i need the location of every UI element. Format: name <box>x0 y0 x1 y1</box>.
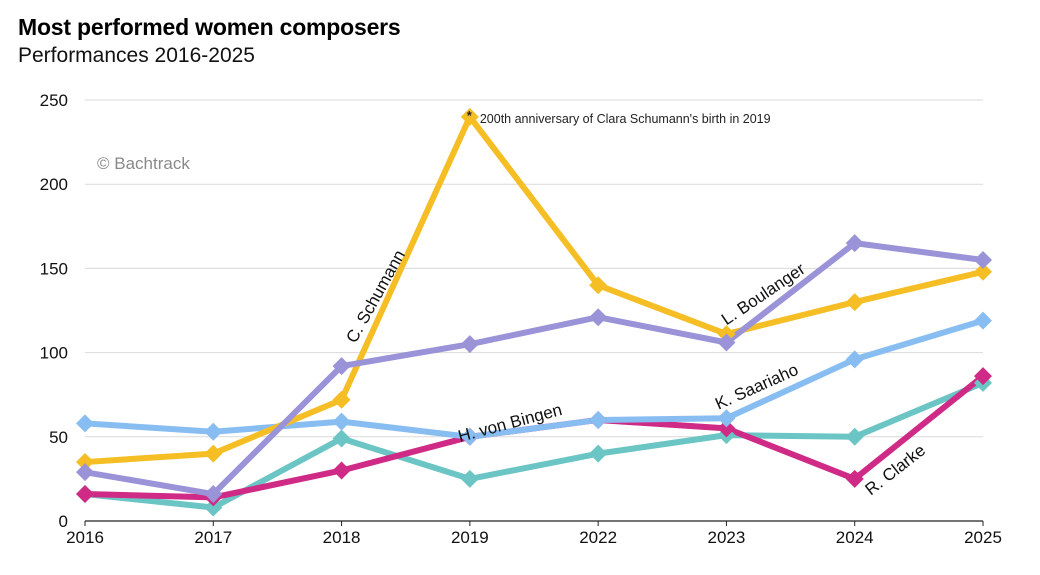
series-marker <box>845 427 864 446</box>
series-marker <box>332 390 351 409</box>
gridlines <box>85 99 983 522</box>
series-marker <box>332 357 351 376</box>
series-marker <box>76 414 94 433</box>
series-line-4 <box>82 240 986 498</box>
series-marker <box>204 485 223 504</box>
annotation: * 200th anniversary of Clara Schumann's b… <box>467 109 771 126</box>
x-tick-label: 2018 <box>323 528 361 547</box>
y-tick-label: 0 <box>59 512 68 531</box>
series-marker <box>589 444 608 463</box>
series-marker <box>204 422 223 441</box>
series-line-3 <box>82 113 986 466</box>
y-tick-label: 200 <box>40 175 68 194</box>
y-tick-label: 150 <box>40 259 68 278</box>
series-marker <box>845 234 864 253</box>
series-marker <box>204 444 223 463</box>
series-marker <box>460 427 479 446</box>
series-line-0 <box>82 379 986 511</box>
y-tick-label: 250 <box>40 91 68 110</box>
chart-subtitle: Performances 2016-2025 <box>18 44 255 67</box>
series-marker <box>460 107 479 126</box>
series-marker <box>974 311 992 330</box>
series-marker <box>204 498 223 517</box>
series-marker <box>845 350 864 369</box>
y-tick-label: 50 <box>49 428 68 447</box>
series-marker <box>332 461 351 480</box>
series-marker <box>974 367 992 386</box>
series-marker <box>717 419 736 438</box>
series-marker <box>76 453 94 472</box>
x-tick-label: 2025 <box>964 528 1002 547</box>
series-lines <box>82 113 986 511</box>
series-marker <box>845 469 864 488</box>
watermark: © Bachtrack <box>97 154 190 173</box>
series-label: H. von Bingen <box>456 400 564 446</box>
series-marker <box>974 262 992 281</box>
series-line-2 <box>82 317 986 440</box>
series-marker <box>460 469 479 488</box>
series-marker <box>717 333 736 352</box>
series-marker <box>717 409 736 428</box>
series-marker <box>589 276 608 295</box>
annotation-marker: * <box>467 109 472 123</box>
series-marker <box>460 335 479 354</box>
x-tick-label: 2017 <box>194 528 232 547</box>
series-marker <box>589 410 608 429</box>
x-tick-label: 2019 <box>451 528 489 547</box>
series-marker <box>974 250 992 269</box>
series-marker <box>332 429 351 448</box>
x-axis-ticks: 2016 2017 2018 2019 2022 2023 2024 2025 <box>66 521 1002 547</box>
x-tick-label: 2023 <box>708 528 746 547</box>
series-marker <box>76 463 94 482</box>
series-marker <box>589 308 608 327</box>
x-tick-label: 2024 <box>836 528 874 547</box>
series-marker <box>332 412 351 431</box>
chart-title: Most performed women composers <box>18 14 401 40</box>
x-tick-label: 2022 <box>579 528 617 547</box>
x-tick-label: 2016 <box>66 528 104 547</box>
annotation-text: 200th anniversary of Clara Schumann's bi… <box>480 112 771 126</box>
y-axis-ticks: 0 50 100 150 200 250 <box>40 91 68 531</box>
series-marker <box>845 293 864 312</box>
y-tick-label: 100 <box>40 344 68 363</box>
series-marker <box>76 485 94 504</box>
series-markers <box>76 107 992 517</box>
